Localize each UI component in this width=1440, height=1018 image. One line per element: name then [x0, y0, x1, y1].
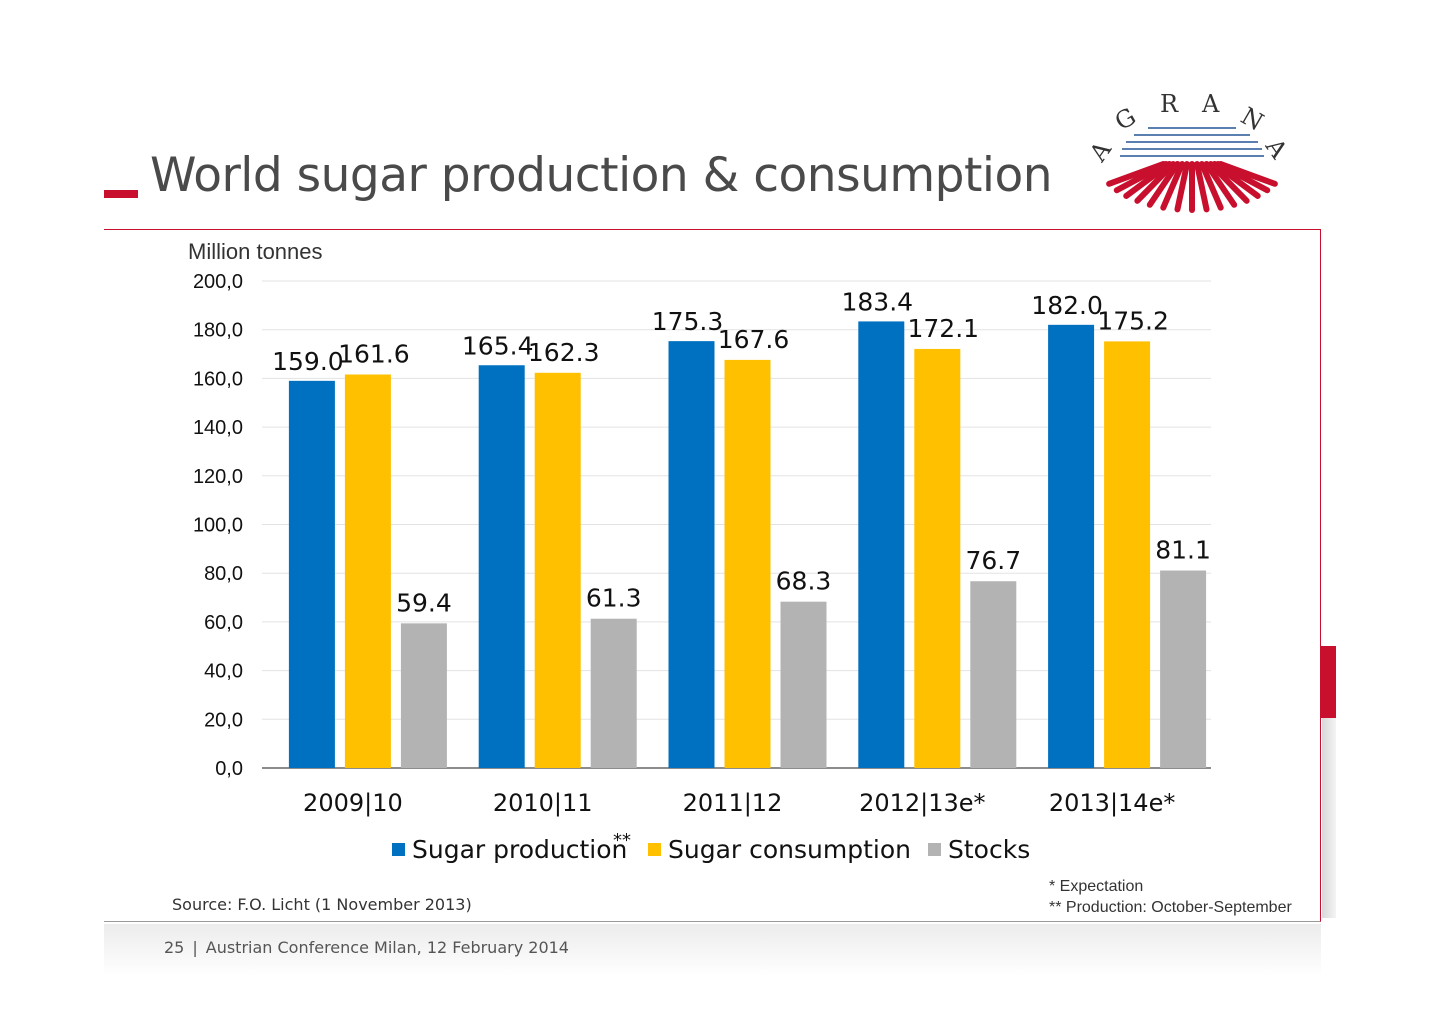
- bar: [288, 380, 335, 768]
- chart-frame: [104, 229, 1321, 922]
- y-tick-label: 80,0: [204, 563, 243, 585]
- y-tick-label: 120,0: [193, 466, 243, 488]
- data-label: 165.4: [462, 331, 534, 360]
- y-axis-label: Million tonnes: [188, 239, 323, 264]
- side-accent-bar: [1321, 646, 1336, 718]
- data-label: 76.7: [965, 546, 1021, 575]
- bar: [668, 341, 715, 768]
- x-tick-label: 2010|11: [493, 789, 593, 817]
- agrana-logo: A G R A N A: [1083, 90, 1293, 213]
- y-tick-label: 60,0: [204, 612, 243, 634]
- logo-ray: [1194, 161, 1210, 213]
- production-period-note: ** Production: October-September: [1049, 899, 1292, 916]
- y-tick-label: 160,0: [193, 368, 243, 390]
- logo-ray: [1207, 161, 1250, 204]
- data-label: 182.0: [1031, 291, 1103, 320]
- y-tick-label: 100,0: [193, 515, 243, 537]
- logo-letter: R: [1160, 90, 1179, 118]
- legend-label: Stocks: [948, 835, 1030, 864]
- legend-marker: **: [613, 830, 631, 851]
- bar: [478, 365, 525, 768]
- bar: [970, 581, 1017, 768]
- page-number: 25: [164, 938, 185, 957]
- legend-label: Sugar consumption: [668, 835, 911, 864]
- data-label: 68.3: [776, 567, 832, 596]
- side-shade: [1322, 718, 1336, 918]
- data-label: 175.2: [1097, 306, 1169, 335]
- data-label: 162.3: [528, 338, 600, 367]
- logo-ray: [1174, 161, 1190, 213]
- bars: [288, 321, 1207, 768]
- logo-ray: [1217, 161, 1278, 187]
- x-tick-label: 2012|13e*: [859, 789, 985, 817]
- bar: [400, 623, 447, 768]
- data-label: 81.1: [1155, 536, 1211, 565]
- legend-swatch: [392, 843, 405, 856]
- legend-label: Sugar production: [412, 835, 627, 864]
- logo-ray: [1146, 161, 1181, 208]
- source-note: Source: F.O. Licht (1 November 2013): [172, 895, 472, 914]
- data-label: 61.3: [586, 584, 642, 613]
- x-tick-label: 2011|12: [683, 789, 783, 817]
- footer-text: Austrian Conference Milan, 12 February 2…: [205, 938, 569, 957]
- logo-ray: [1113, 161, 1170, 194]
- footer-separator: |: [192, 938, 198, 957]
- logo-letter: A: [1201, 90, 1220, 118]
- bar: [780, 601, 827, 768]
- data-label: 172.1: [908, 314, 980, 343]
- x-tick-label: 2009|10: [303, 789, 403, 817]
- x-tick-labels: 2009|10 2010|11 2011|12 2012|13e* 2013|14e*: [303, 789, 1175, 817]
- y-tick-label: 200,0: [193, 271, 243, 293]
- data-label: 175.3: [652, 307, 724, 336]
- title-accent-bar: [104, 190, 138, 198]
- data-label: 59.4: [396, 588, 452, 617]
- footer: 25 | Austrian Conference Milan, 12 Februar…: [164, 938, 569, 957]
- bar: [1048, 324, 1095, 768]
- footer-band: [104, 924, 1321, 976]
- y-tick-label: 0,0: [215, 758, 243, 780]
- y-tick-label: 180,0: [193, 320, 243, 342]
- y-tick-label: 140,0: [193, 417, 243, 439]
- legend-swatch: [928, 843, 941, 856]
- bar: [344, 374, 391, 768]
- y-tick-labels: 0,0 20,0 40,0 60,0 80,0 100,0 120,0 140,0 160,0 1…: [193, 271, 243, 780]
- data-label: 183.4: [842, 287, 914, 316]
- bar: [1160, 570, 1207, 768]
- legend-swatch: [648, 843, 661, 856]
- data-label: 167.6: [718, 325, 790, 354]
- logo-ray: [1203, 161, 1238, 208]
- logo-ray: [1134, 161, 1177, 204]
- x-tick-label: 2013|14e*: [1049, 789, 1175, 817]
- data-label: 161.6: [338, 340, 410, 369]
- logo-ray: [1123, 161, 1173, 199]
- logo-ray: [1198, 161, 1224, 211]
- expectation-note: * Expectation: [1049, 878, 1144, 895]
- logo-field-rays: [1106, 161, 1278, 213]
- bar: [534, 372, 581, 768]
- y-tick-label: 20,0: [204, 709, 243, 731]
- legend: Sugar production** Sugar consumption Stock…: [392, 830, 1030, 864]
- bar: [914, 348, 961, 768]
- bar: [724, 359, 771, 768]
- slide-title: World sugar production & consumption: [150, 148, 1053, 203]
- logo-sky-lines: [1120, 127, 1264, 157]
- logo-ray: [1160, 161, 1186, 211]
- y-tick-label: 40,0: [204, 661, 243, 683]
- bar: [590, 618, 637, 768]
- bar: [1104, 341, 1151, 768]
- bar: [858, 321, 905, 768]
- data-label: 159.0: [272, 347, 344, 376]
